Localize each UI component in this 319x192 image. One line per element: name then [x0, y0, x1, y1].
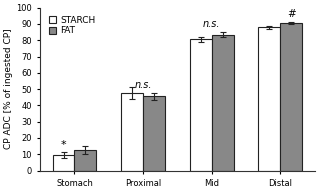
Y-axis label: CP ADC [% of ingested CP]: CP ADC [% of ingested CP]: [4, 29, 13, 149]
Bar: [212, 35, 234, 170]
Text: *: *: [61, 140, 66, 150]
Bar: [121, 93, 143, 170]
Bar: [258, 27, 280, 170]
Bar: [74, 150, 96, 170]
Text: n.s.: n.s.: [134, 80, 152, 90]
Bar: [190, 39, 212, 170]
Bar: [143, 96, 165, 170]
Legend: STARCH, FAT: STARCH, FAT: [47, 14, 97, 37]
Text: #: #: [287, 9, 296, 19]
Text: n.s.: n.s.: [203, 19, 220, 29]
Bar: [53, 155, 74, 170]
Bar: [280, 23, 302, 170]
